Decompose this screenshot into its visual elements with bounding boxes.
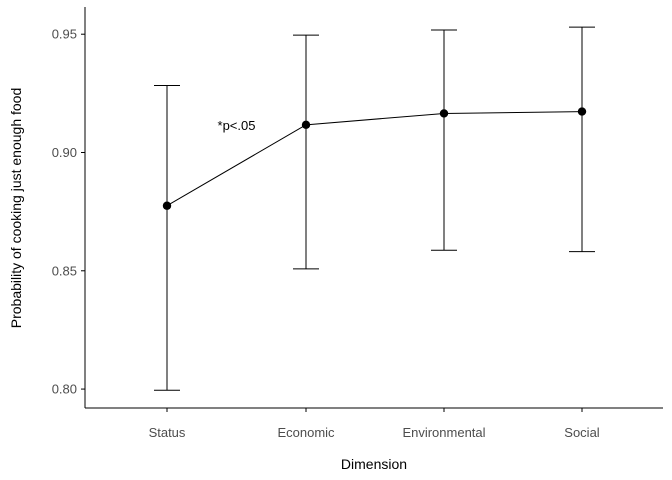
x-tick-label: Economic	[277, 425, 335, 440]
axes	[84, 7, 663, 409]
x-axis-title: Dimension	[341, 456, 407, 472]
data-point	[301, 120, 311, 130]
data-point	[439, 109, 449, 118]
x-ticks: Status Economic Environmental Social	[149, 408, 600, 440]
y-tick-label: 0.90	[52, 145, 77, 160]
data-point	[162, 201, 172, 210]
y-tick-label: 0.95	[52, 27, 77, 42]
x-tick-label: Environmental	[402, 425, 485, 440]
significance-annotation: *p<.05	[218, 118, 256, 133]
series-line	[166, 111, 583, 207]
data-point	[577, 107, 587, 116]
y-axis-title: Probability of cooking just enough food	[8, 88, 24, 329]
plot-area: *p<.05	[154, 26, 595, 391]
x-tick-label: Status	[149, 425, 186, 440]
x-tick-label: Social	[564, 425, 600, 440]
y-tick-label: 0.85	[52, 263, 77, 278]
y-ticks: 0.80 0.85 0.90 0.95	[52, 27, 85, 397]
y-tick-label: 0.80	[52, 382, 77, 397]
